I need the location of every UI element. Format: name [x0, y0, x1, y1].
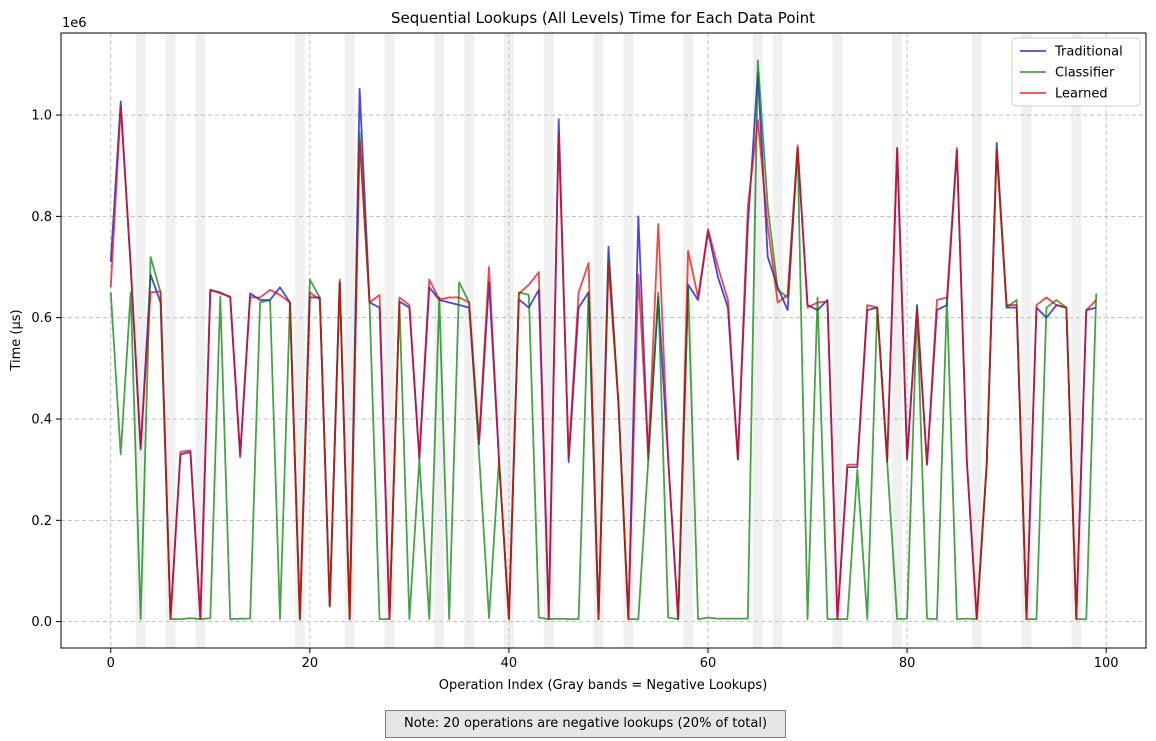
note-box: Note: 20 operations are negative lookups… [385, 710, 786, 738]
negative-lookup-band [543, 33, 554, 648]
x-axis-ticks: 0 20 40 60 80 100 [107, 648, 1119, 671]
y-tick-label: 0.4 [31, 413, 52, 428]
negative-lookup-band [434, 33, 445, 648]
plot-frame [60, 32, 1147, 649]
negative-lookup-band [683, 33, 694, 648]
negative-lookup-band [384, 33, 395, 648]
y-tick-label: 0.2 [31, 514, 52, 529]
legend-label: Classifier [1055, 66, 1115, 81]
x-tick-label: 40 [501, 656, 518, 671]
series-lines [109, 59, 1098, 621]
negative-lookup-band [464, 33, 475, 648]
negative-lookup-band [971, 33, 982, 648]
x-tick-label: 60 [700, 656, 717, 671]
note-text: Note: 20 operations are negative lookups… [403, 716, 768, 731]
negative-lookup-band [1071, 33, 1082, 648]
legend-label: Learned [1055, 87, 1108, 102]
line-chart: 0 20 40 60 80 100 0.0 0.2 0.4 0.6 0.8 1.0 Sequenti… [9, 9, 1147, 693]
legend-label: Traditional [1054, 45, 1123, 60]
y-axis-ticks: 0.0 0.2 0.4 0.6 0.8 1.0 [31, 109, 61, 630]
y-axis-offset-label: 1e6 [62, 16, 87, 31]
x-tick-label: 80 [899, 656, 916, 671]
legend: Traditional Classifier Learned [1011, 37, 1141, 107]
negative-lookup-band [503, 33, 514, 648]
negative-lookup-band [752, 33, 763, 648]
x-tick-label: 100 [1094, 656, 1119, 671]
negative-lookup-band [772, 33, 783, 648]
negative-lookup-band [593, 33, 604, 648]
negative-lookup-band [892, 33, 903, 648]
negative-lookup-band [135, 33, 146, 648]
negative-lookup-band [165, 33, 176, 648]
x-tick-label: 20 [302, 656, 319, 671]
negative-lookup-band [623, 33, 634, 648]
y-tick-label: 0.0 [31, 615, 52, 630]
y-tick-label: 0.6 [31, 311, 52, 326]
negative-lookup-band [294, 33, 305, 648]
chart-title: Sequential Lookups (All Levels) Time for… [391, 9, 815, 27]
x-axis-label: Operation Index (Gray bands = Negative L… [439, 678, 768, 693]
negative-lookup-band [832, 33, 843, 648]
y-axis-label: Time (µs) [9, 309, 24, 371]
negative-lookup-band [195, 33, 206, 648]
negative-lookup-band [1021, 33, 1032, 648]
x-tick-label: 0 [107, 656, 115, 671]
y-tick-label: 1.0 [31, 109, 52, 124]
legend-box [1011, 37, 1141, 107]
negative-lookup-bands [135, 33, 1082, 648]
series-line-learned [109, 106, 1097, 621]
y-tick-label: 0.8 [31, 210, 52, 225]
negative-lookup-band [344, 33, 355, 648]
